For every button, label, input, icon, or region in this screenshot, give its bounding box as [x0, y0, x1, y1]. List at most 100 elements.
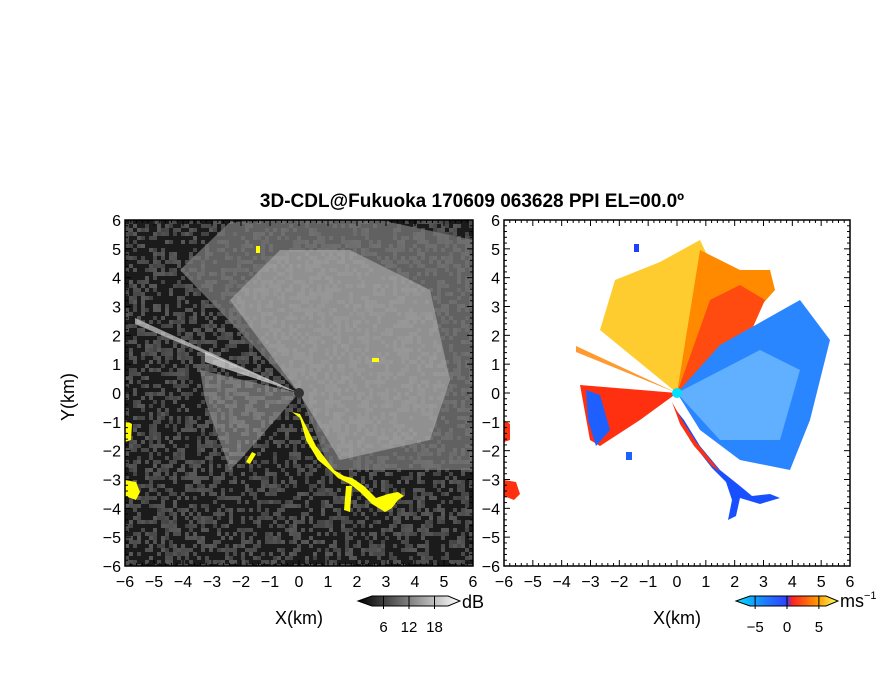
snr-y-tick-label: −1 — [103, 415, 121, 432]
velocity-y-tick-label: −4 — [482, 501, 500, 518]
velocity-tick-labels: −6 −5 −4 −3 −2 −1 0 1 2 3 4 5 6 6 5 4 3 2 1 0 −1 −2 −3 −4 −5 −6 — [482, 213, 855, 591]
velocity-fragment — [626, 452, 632, 460]
velocity-x-tick-label: 2 — [730, 574, 739, 591]
velocity-colorbar-unit: ms−1 — [840, 590, 877, 611]
echo-fragment — [256, 246, 260, 253]
velocity-y-tick-label: 2 — [491, 328, 500, 345]
velocity-colorbar: −5 0 5 ms−1 — [734, 590, 877, 636]
snr-y-tick-label: 6 — [112, 213, 121, 230]
velocity-x-axis-label: X(km) — [653, 608, 701, 628]
velocity-ticks — [503, 219, 851, 567]
velocity-x-tick-label: 1 — [701, 574, 710, 591]
snr-colorbar: 6 12 18 dB — [356, 592, 484, 636]
velocity-west-edge — [504, 420, 510, 442]
echo-west-edge — [125, 420, 132, 442]
snr-y-tick-label: 4 — [112, 271, 121, 288]
velocity-west-blue — [586, 390, 610, 446]
velocity-colorbar-tick-labels: −5 0 5 — [747, 619, 823, 636]
velocity-echo-field — [504, 240, 830, 520]
echo-fragment — [344, 486, 352, 512]
snr-colorbar-tick-labels: 6 12 18 — [379, 619, 443, 636]
echo-fragment — [372, 358, 379, 362]
lidar-site-marker-left — [294, 388, 304, 398]
snr-colorbar-unit: dB — [462, 592, 484, 612]
velocity-x-tick-label: −3 — [581, 574, 599, 591]
snr-inner-sector — [230, 250, 450, 460]
snr-x-tick-label: 1 — [324, 574, 333, 591]
snr-colorbar-ticks — [383, 596, 435, 609]
snr-x-tick-label: 0 — [295, 574, 304, 591]
snr-y-tick-label: 1 — [112, 357, 121, 374]
velocity-wnw-ray — [576, 346, 677, 393]
velocity-colorbar-ticks — [754, 596, 820, 609]
snr-y-axis-label: Y(km) — [58, 373, 78, 421]
snr-x-tick-label: −2 — [232, 574, 250, 591]
snr-colorbar-tick-label: 18 — [426, 619, 443, 636]
echo-southwest — [125, 480, 140, 500]
velocity-y-tick-label: 1 — [491, 357, 500, 374]
velocity-y-tick-label: 6 — [491, 213, 500, 230]
snr-x-tick-label: 3 — [382, 574, 391, 591]
snr-x-tick-label: 2 — [353, 574, 362, 591]
snr-panel: −6 −5 −4 −3 −2 −1 0 1 2 3 4 5 6 6 5 4 3 2 1 0 −1 −2 −3 −4 −5 −6 — [103, 213, 478, 591]
snr-echo-fan — [135, 220, 473, 470]
velocity-east-inner — [677, 350, 800, 440]
velocity-colorbar-tick-label: 0 — [783, 619, 791, 636]
velocity-x-tick-label: 3 — [759, 574, 768, 591]
velocity-fragment — [634, 244, 639, 252]
velocity-colorbar-tick-label: 5 — [815, 619, 823, 636]
snr-ticks — [124, 219, 474, 567]
snr-x-tick-label: −6 — [116, 574, 134, 591]
snr-colorbar-tick-label: 6 — [379, 619, 387, 636]
snr-y-tick-label: 3 — [112, 300, 121, 317]
snr-x-tick-label: 6 — [469, 574, 478, 591]
velocity-y-tick-label: −2 — [482, 444, 500, 461]
velocity-y-tick-label: −3 — [482, 473, 500, 490]
snr-x-axis-label: X(km) — [275, 608, 323, 628]
snr-y-tick-label: 0 — [112, 386, 121, 403]
snr-x-tick-label: −5 — [145, 574, 163, 591]
velocity-x-tick-label: −4 — [553, 574, 571, 591]
velocity-y-tick-label: −6 — [482, 559, 500, 576]
velocity-y-tick-label: 3 — [491, 300, 500, 317]
velocity-y-tick-label: 4 — [491, 271, 500, 288]
snr-x-tick-label: 4 — [411, 574, 420, 591]
snr-colorbar-tick-label: 12 — [401, 619, 418, 636]
velocity-x-tick-label: 5 — [817, 574, 826, 591]
velocity-y-tick-label: 5 — [491, 242, 500, 259]
velocity-north-sector-inner — [677, 285, 765, 393]
velocity-colorbar-tick-label: −5 — [747, 619, 764, 636]
snr-y-tick-label: −4 — [103, 501, 121, 518]
velocity-x-tick-label: −1 — [639, 574, 657, 591]
velocity-x-tick-label: −2 — [610, 574, 628, 591]
velocity-y-tick-label: 0 — [491, 386, 500, 403]
velocity-colorbar-unit-exponent: −1 — [864, 590, 877, 602]
velocity-x-tick-label: −6 — [495, 574, 513, 591]
snr-tick-labels: −6 −5 −4 −3 −2 −1 0 1 2 3 4 5 6 6 5 4 3 2 1 0 −1 −2 −3 −4 −5 −6 — [103, 213, 478, 591]
snr-nw-ray — [205, 352, 299, 393]
snr-yellow-echoes — [125, 246, 404, 512]
velocity-x-tick-label: −5 — [524, 574, 542, 591]
velocity-x-tick-label: 0 — [673, 574, 682, 591]
echo-band — [292, 412, 404, 512]
snr-y-tick-label: −6 — [103, 559, 121, 576]
snr-x-tick-label: −1 — [261, 574, 279, 591]
velocity-y-tick-label: −1 — [482, 415, 500, 432]
snr-x-tick-label: 5 — [440, 574, 449, 591]
snr-y-tick-label: −3 — [103, 473, 121, 490]
snr-y-tick-label: −2 — [103, 444, 121, 461]
snr-x-tick-label: −4 — [174, 574, 192, 591]
snr-y-tick-label: −5 — [103, 530, 121, 547]
snr-x-tick-label: −3 — [203, 574, 221, 591]
velocity-x-tick-label: 6 — [846, 574, 855, 591]
snr-west-sector — [200, 370, 299, 470]
velocity-southwest — [504, 480, 520, 500]
velocity-panel: −6 −5 −4 −3 −2 −1 0 1 2 3 4 5 6 6 5 4 3 2 1 0 −1 −2 −3 −4 −5 −6 — [482, 213, 855, 591]
snr-y-tick-label: 5 — [112, 242, 121, 259]
velocity-x-tick-label: 4 — [788, 574, 797, 591]
velocity-y-tick-label: −5 — [482, 530, 500, 547]
snr-wnw-ray — [135, 318, 299, 393]
lidar-site-marker-right — [672, 388, 682, 398]
snr-y-tick-label: 2 — [112, 328, 121, 345]
